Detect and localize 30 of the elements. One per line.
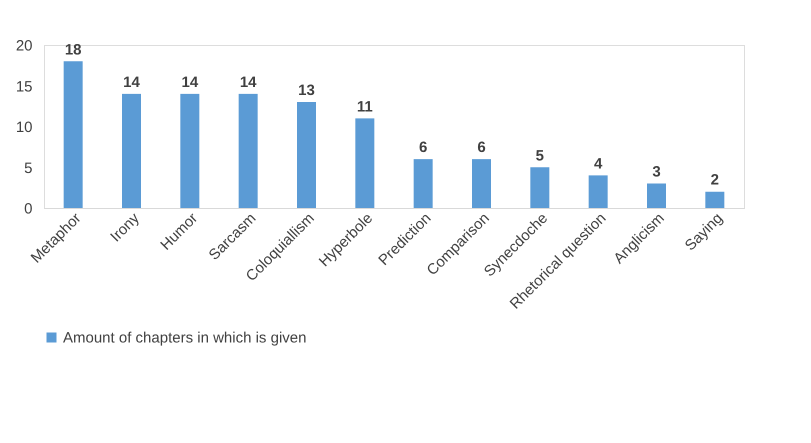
y-tick-label: 20 — [16, 38, 32, 54]
y-tick-label: 10 — [16, 119, 32, 136]
legend-label: Amount of chapters in which is given — [63, 330, 306, 346]
bar — [530, 167, 550, 208]
data-label: 14 — [123, 74, 140, 91]
data-label: 6 — [418, 139, 428, 156]
bar — [64, 61, 83, 208]
bar — [122, 94, 141, 208]
data-label: 14 — [181, 74, 199, 91]
data-label: 18 — [64, 41, 82, 58]
bar — [705, 192, 724, 208]
data-label: 6 — [477, 139, 486, 156]
data-label: 4 — [594, 155, 603, 172]
data-label: 2 — [710, 172, 720, 189]
data-label: 14 — [240, 74, 258, 91]
bar — [414, 159, 433, 208]
bar — [472, 159, 491, 208]
bar — [588, 175, 608, 208]
bar — [297, 102, 316, 208]
data-label: 3 — [652, 164, 661, 181]
bar — [647, 184, 666, 208]
data-label: 13 — [298, 82, 315, 100]
bar — [180, 94, 200, 208]
y-tick-label: 0 — [24, 200, 32, 218]
bar — [238, 94, 258, 208]
y-tick-label: 5 — [24, 160, 32, 177]
bar — [355, 118, 374, 208]
data-label: 11 — [356, 98, 373, 116]
y-tick-label: 15 — [16, 78, 32, 96]
data-label: 5 — [536, 147, 544, 164]
